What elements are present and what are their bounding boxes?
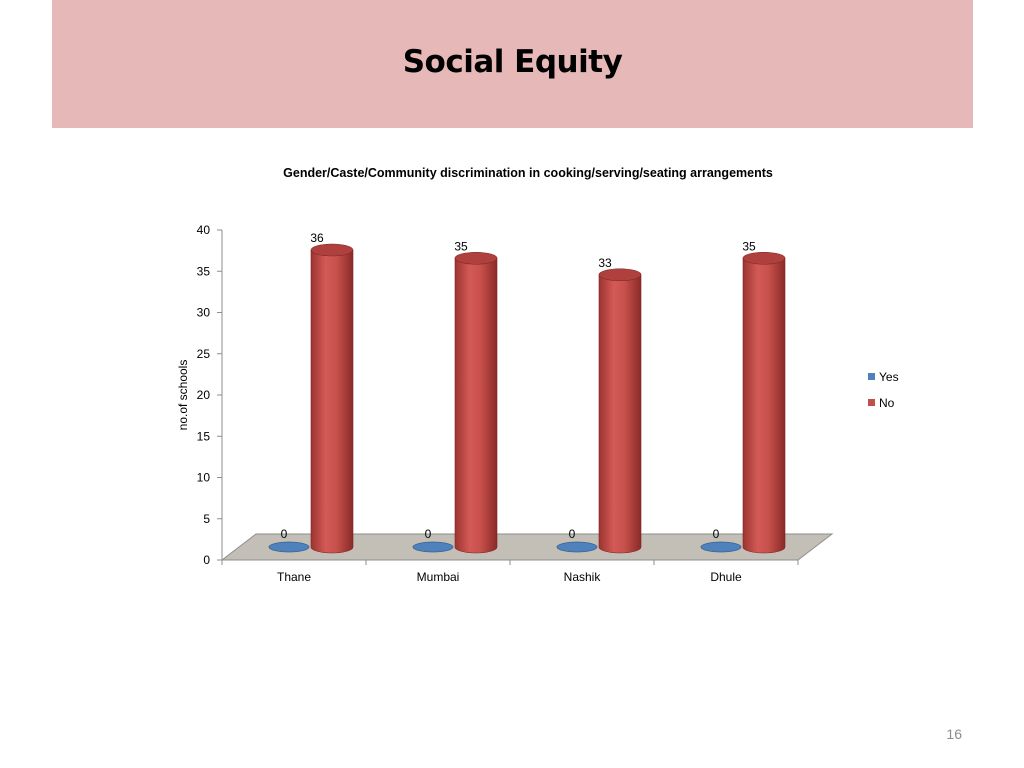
slide-title: Social Equity xyxy=(402,44,623,80)
bar-no-top-nashik xyxy=(598,268,642,282)
data-label-yes: 0 xyxy=(713,527,720,541)
chart-title: Gender/Caste/Community discrimination in… xyxy=(283,166,773,180)
y-axis-label: no.of schools xyxy=(176,360,190,431)
y-tick-label: 25 xyxy=(197,347,211,361)
bar-yes-dhule xyxy=(700,541,742,553)
y-tick-label: 30 xyxy=(197,306,211,320)
y-tick-label: 10 xyxy=(197,471,211,485)
x-tick-label: Nashik xyxy=(564,570,602,584)
data-label-no: 33 xyxy=(598,256,612,270)
bar-yes-nashik xyxy=(556,541,598,553)
data-label-no: 35 xyxy=(454,239,468,253)
bar-no-nashik xyxy=(598,274,642,554)
x-tick-label: Dhule xyxy=(710,570,742,584)
bar-no-thane xyxy=(310,249,354,554)
y-tick-label: 35 xyxy=(197,264,211,278)
bar-no-mumbai xyxy=(454,257,498,554)
bar-yes-thane xyxy=(268,541,310,553)
legend-swatch-yes xyxy=(868,373,875,380)
data-label-no: 36 xyxy=(310,231,324,245)
x-tick-label: Thane xyxy=(277,570,311,584)
bar-no-top-mumbai xyxy=(454,251,498,265)
y-tick-label: 40 xyxy=(197,223,211,237)
y-tick-label: 5 xyxy=(203,512,210,526)
data-label-yes: 0 xyxy=(281,527,288,541)
data-label-yes: 0 xyxy=(569,527,576,541)
x-tick-label: Mumbai xyxy=(417,570,460,584)
legend-label-no: No xyxy=(879,396,895,410)
title-band: Social Equity xyxy=(52,0,973,128)
y-tick-label: 0 xyxy=(203,553,210,567)
bar-yes-mumbai xyxy=(412,541,454,553)
data-label-no: 35 xyxy=(742,239,756,253)
bar-no-dhule xyxy=(742,257,786,554)
page-number: 16 xyxy=(946,726,962,742)
y-tick-label: 20 xyxy=(197,388,211,402)
legend-swatch-no xyxy=(868,399,875,406)
bar-no-top-dhule xyxy=(742,251,786,265)
y-tick-label: 15 xyxy=(197,429,211,443)
legend-label-yes: Yes xyxy=(879,370,899,384)
bar-no-top-thane xyxy=(310,243,354,257)
data-label-yes: 0 xyxy=(425,527,432,541)
